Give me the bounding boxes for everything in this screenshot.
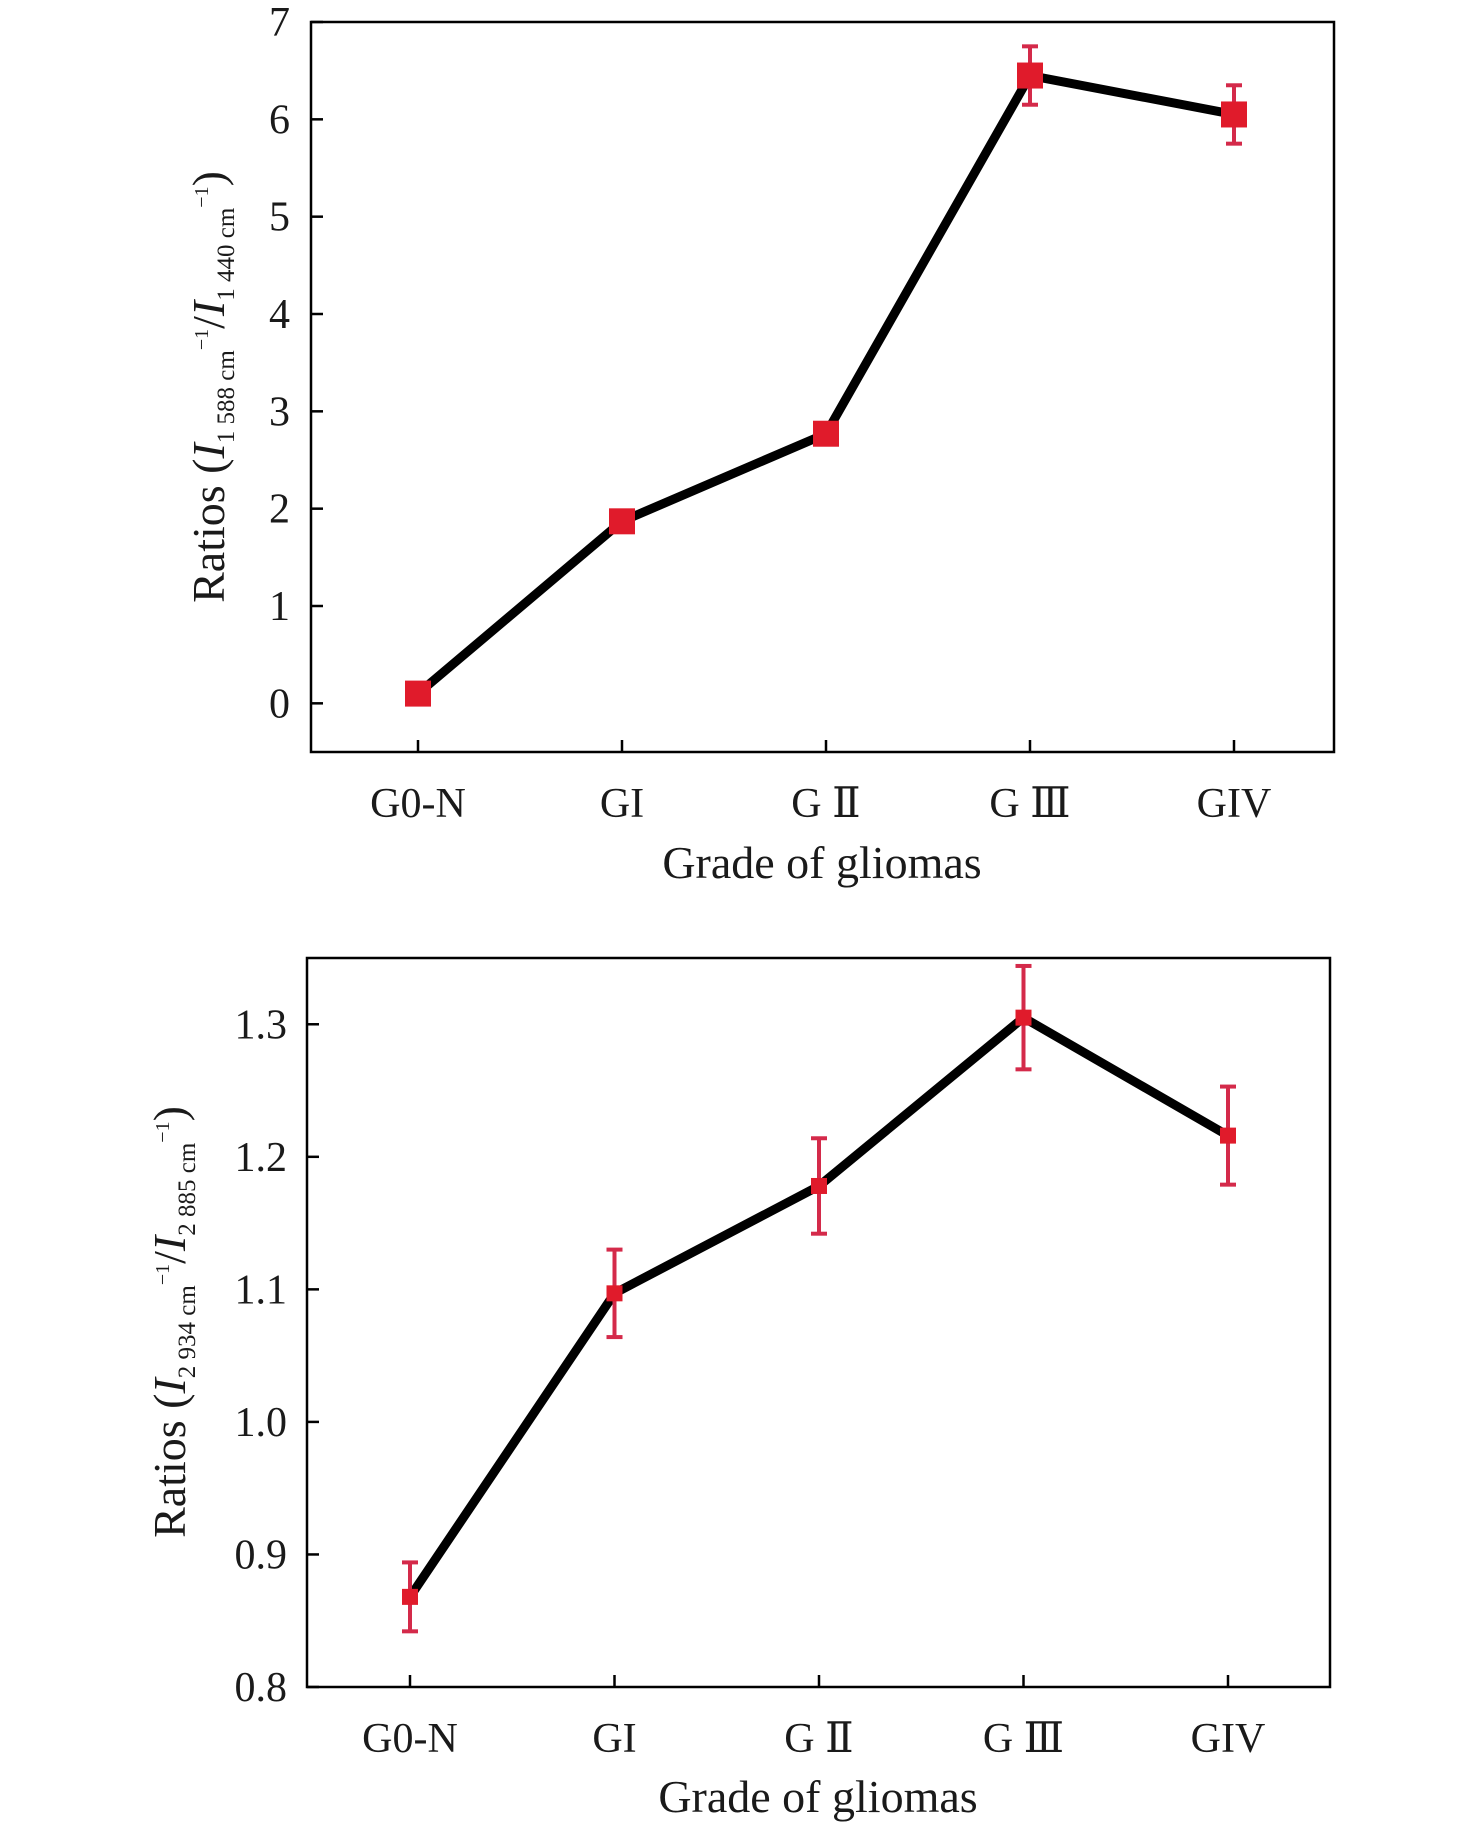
y-axis-title-denominator-superscript: −1 <box>152 1121 174 1142</box>
y-tick-label: 0.9 <box>235 1532 288 1578</box>
y-tick-label: 2 <box>269 487 290 533</box>
y-axis-title-numerator-superscript: −1 <box>152 1264 174 1285</box>
y-axis-title-numerator-subscript: 1 588 cm <box>213 350 240 444</box>
y-axis-title-suffix: ) <box>183 171 234 186</box>
y-axis-title-prefix: Ratios ( <box>144 1394 195 1538</box>
y-axis-title-slash: / <box>144 1251 195 1264</box>
y-tick-label: 3 <box>269 389 290 435</box>
y-axis-title-numerator-symbol: I <box>183 441 234 460</box>
data-point-marker <box>811 1177 827 1194</box>
y-tick-label: 5 <box>269 195 290 241</box>
y-axis-title-denominator-subscript: 2 885 cm <box>174 1142 201 1236</box>
data-point-marker <box>1017 62 1043 89</box>
series-layer <box>405 44 1247 707</box>
x-tick-label: G Ⅱ <box>791 781 860 827</box>
data-point-marker <box>609 508 635 535</box>
data-point-marker <box>813 420 839 447</box>
data-point-marker <box>405 680 431 707</box>
y-tick-label: 0 <box>269 681 290 727</box>
y-tick-label: 6 <box>269 97 290 143</box>
x-tick-label: G0-N <box>370 781 466 827</box>
data-point-marker <box>1220 1127 1236 1144</box>
ratio-1588-1440-chart: 0 1 2 3 4 5 6 7 G0-N GI G Ⅱ G Ⅲ GIV Grade of gliomas… <box>183 0 1336 888</box>
y-axis-title-denominator-symbol: I <box>183 298 234 317</box>
y-axis-title: Ratios (I1 588 cm−1/I1 440 cm−1) <box>183 171 240 603</box>
y-tick-label: 1.2 <box>235 1135 288 1181</box>
axis-ticks: 0 1 2 3 4 5 6 7 G0-N GI G Ⅱ G Ⅲ GIV <box>269 0 1271 827</box>
x-axis-title: Grade of gliomas <box>662 837 981 888</box>
x-tick-label: G Ⅱ <box>784 1716 853 1762</box>
y-axis-title-prefix: Ratios ( <box>183 459 234 603</box>
ratio-2934-2885-chart: 0.8 0.9 1.0 1.1 1.2 1.3 G0-N GI G Ⅱ G Ⅲ GIV Grade … <box>144 956 1332 1822</box>
y-tick-label: 4 <box>269 292 290 338</box>
plot-frame <box>309 20 1336 754</box>
axis-ticks: 0.8 0.9 1.0 1.1 1.2 1.3 G0-N GI G Ⅱ G Ⅲ GIV <box>235 1002 1266 1762</box>
y-axis-title-denominator-subscript: 1 440 cm <box>213 207 240 301</box>
y-tick-label: 1.0 <box>235 1400 288 1446</box>
y-axis-title-denominator-superscript: −1 <box>191 186 213 207</box>
y-axis-title: Ratios (I2 934 cm−1/I2 885 cm−1) <box>144 1106 201 1538</box>
y-tick-label: 7 <box>269 0 290 46</box>
x-tick-label: G0-N <box>362 1716 458 1762</box>
series-layer <box>402 963 1236 1634</box>
y-axis-title-numerator-symbol: I <box>144 1376 195 1395</box>
x-axis-title: Grade of gliomas <box>658 1771 977 1822</box>
y-axis-title-slash: / <box>183 316 234 329</box>
y-tick-label: 1 <box>269 584 290 630</box>
y-tick-label: 1.3 <box>235 1002 288 1048</box>
x-tick-label: G Ⅲ <box>989 781 1070 827</box>
data-point-marker <box>402 1588 418 1605</box>
data-point-marker <box>1221 101 1247 128</box>
x-tick-label: GIV <box>1191 1716 1266 1762</box>
y-axis-title-numerator-superscript: −1 <box>191 329 213 350</box>
y-tick-label: 1.1 <box>235 1267 288 1313</box>
y-axis-title-denominator-symbol: I <box>144 1233 195 1252</box>
y-tick-label: 0.8 <box>235 1665 288 1711</box>
x-tick-label: GIV <box>1197 781 1272 827</box>
x-tick-label: GI <box>600 781 644 827</box>
x-tick-label: GI <box>592 1716 636 1762</box>
x-tick-label: G Ⅲ <box>983 1716 1064 1762</box>
y-axis-title-numerator-subscript: 2 934 cm <box>174 1285 201 1379</box>
data-point-marker <box>606 1285 623 1302</box>
y-axis-title-suffix: ) <box>144 1106 195 1121</box>
data-point-marker <box>1015 1009 1032 1026</box>
